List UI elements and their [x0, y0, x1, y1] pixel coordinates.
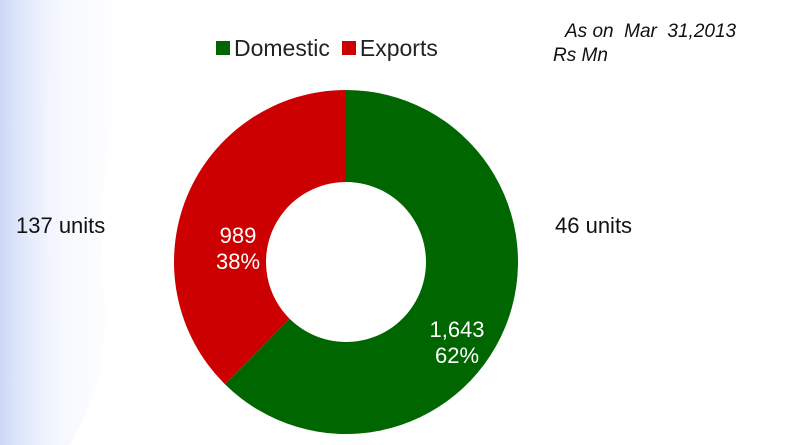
slice-value-label-domestic: 1,643 [429, 317, 484, 342]
legend-item-domestic: Domestic [216, 35, 330, 62]
slice-value-label-exports: 989 [220, 223, 257, 248]
donut-slice-exports [174, 90, 346, 385]
as-on-date: As on Mar 31,2013 [565, 21, 737, 42]
legend-label-exports: Exports [359, 34, 438, 61]
legend-swatch-exports [341, 41, 356, 55]
slice-percent-label-domestic: 62% [435, 343, 479, 368]
as-on-note: As on Mar 31,2013 Rs Mn [553, 20, 736, 68]
legend-swatch-domestic [216, 41, 230, 55]
right-units-label: 46 units [555, 213, 633, 238]
currency-unit: Rs Mn [553, 45, 608, 66]
slice-percent-label-exports: 38% [216, 249, 260, 274]
left-units-label: 137 units [16, 213, 106, 238]
legend-label-domestic: Domestic [234, 34, 330, 61]
chart-legend: Domestic Exports [216, 33, 438, 63]
legend-item-exports: Exports [341, 34, 438, 62]
donut-slice-domestic [224, 90, 518, 434]
